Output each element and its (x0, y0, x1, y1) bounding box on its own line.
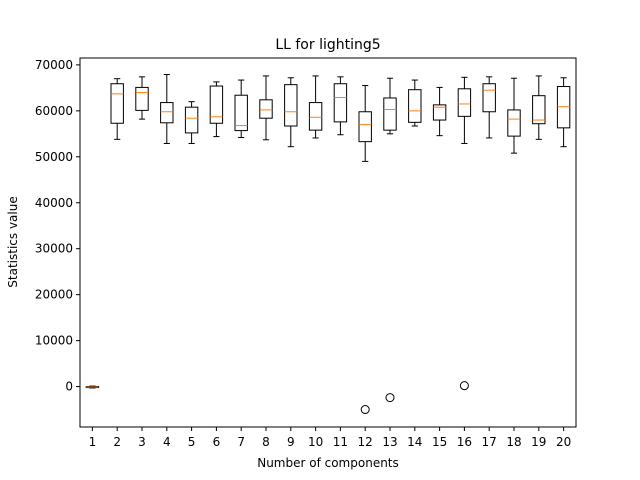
x-tick-label: 7 (237, 435, 245, 449)
x-tick-label: 13 (382, 435, 397, 449)
x-axis-label: Number of components (257, 456, 399, 470)
iqr-box (457, 88, 472, 117)
x-tick-label: 6 (213, 435, 221, 449)
box-plot-17 (482, 76, 496, 139)
iqr-box (209, 85, 224, 124)
y-tick-label: 30000 (35, 242, 73, 256)
x-tick-label: 9 (287, 435, 295, 449)
x-tick-label: 18 (506, 435, 521, 449)
x-axis: 1 2 3 4 5 6 7 8 9 10 11 12 13 14 15 16 17 18 19 20 (89, 427, 571, 449)
iqr-box (507, 109, 521, 137)
box-plot-20 (556, 77, 571, 148)
y-tick-label: 50000 (35, 150, 73, 164)
x-tick-label: 1 (89, 435, 97, 449)
y-axis: 0 10000 20000 30000 40000 50000 60000 70000 (35, 58, 80, 394)
iqr-box (135, 86, 149, 111)
box-plot-19 (532, 75, 546, 140)
iqr-box (110, 83, 124, 124)
iqr-box (482, 83, 496, 113)
iqr-box (160, 102, 174, 124)
x-tick-label: 4 (163, 435, 171, 449)
iqr-box (383, 97, 397, 131)
box-plot-6 (209, 81, 224, 138)
x-tick-label: 2 (113, 435, 121, 449)
box-plot-5 (184, 101, 199, 144)
box-plot-11 (333, 76, 348, 136)
x-tick-label: 20 (556, 435, 571, 449)
outlier-point (385, 393, 395, 403)
iqr-box (532, 95, 546, 125)
box-plot-12 (358, 85, 372, 415)
outlier-point (459, 381, 469, 391)
iqr-box (432, 104, 447, 121)
x-tick-label: 12 (358, 435, 373, 449)
iqr-box (333, 83, 348, 123)
box-plot-3 (135, 76, 149, 120)
iqr-box (259, 99, 273, 119)
plot-area (85, 74, 571, 415)
y-tick-label: 10000 (35, 334, 73, 348)
plot-frame (79, 57, 577, 428)
y-tick-label: 70000 (35, 58, 73, 72)
y-axis-label: Statistics value (6, 196, 20, 287)
box-plot-16 (457, 76, 472, 391)
box-plot-14 (408, 79, 422, 127)
y-tick-label: 60000 (35, 104, 73, 118)
x-tick-label: 11 (333, 435, 348, 449)
x-tick-label: 10 (308, 435, 323, 449)
box-plot-18 (507, 77, 521, 154)
y-tick-label: 0 (65, 380, 73, 394)
x-tick-label: 19 (531, 435, 546, 449)
x-tick-label: 5 (188, 435, 196, 449)
box-plot-2 (110, 78, 124, 140)
x-tick-label: 14 (407, 435, 422, 449)
outlier-point (360, 405, 370, 415)
box-plot-1 (85, 385, 100, 389)
iqr-box (308, 102, 323, 131)
box-plot-4 (160, 74, 174, 144)
box-plot-15 (432, 86, 447, 137)
box-plot-7 (234, 79, 248, 138)
box-plot-13 (383, 77, 397, 403)
box-plot-9 (284, 77, 298, 148)
box-plot-10 (308, 75, 323, 139)
iqr-box (284, 84, 298, 127)
chart-title: LL for lighting5 (275, 37, 380, 53)
x-tick-label: 16 (457, 435, 472, 449)
x-tick-label: 15 (432, 435, 447, 449)
x-tick-label: 17 (482, 435, 497, 449)
iqr-box (408, 89, 422, 123)
iqr-box (184, 106, 199, 134)
y-tick-label: 20000 (35, 288, 73, 302)
iqr-box (234, 94, 248, 132)
iqr-box (358, 111, 372, 143)
x-tick-label: 3 (138, 435, 146, 449)
y-tick-label: 40000 (35, 196, 73, 210)
x-tick-label: 8 (262, 435, 270, 449)
box-plot-8 (259, 75, 273, 141)
